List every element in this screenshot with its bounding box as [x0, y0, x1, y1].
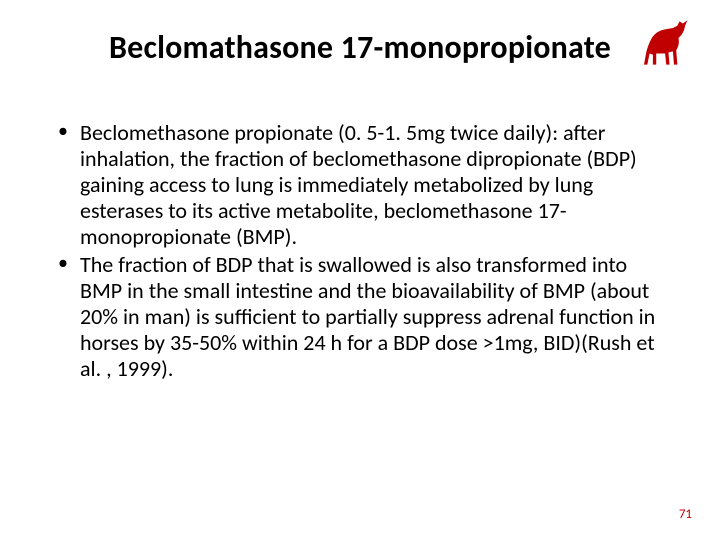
page-number: 71: [679, 507, 692, 522]
slide: Beclomathasone 17-monopropionate Beclome…: [0, 0, 720, 540]
bullet-list: Beclomethasone propionate (0. 5-1. 5mg t…: [56, 120, 664, 382]
slide-title: Beclomathasone 17-monopropionate: [109, 28, 611, 67]
list-item: Beclomethasone propionate (0. 5-1. 5mg t…: [56, 120, 664, 250]
horse-shape: [644, 20, 687, 64]
list-item: The fraction of BDP that is swallowed is…: [56, 252, 664, 382]
horse-icon: [636, 18, 692, 68]
title-row: Beclomathasone 17-monopropionate: [0, 28, 720, 67]
slide-body: Beclomethasone propionate (0. 5-1. 5mg t…: [56, 120, 664, 384]
